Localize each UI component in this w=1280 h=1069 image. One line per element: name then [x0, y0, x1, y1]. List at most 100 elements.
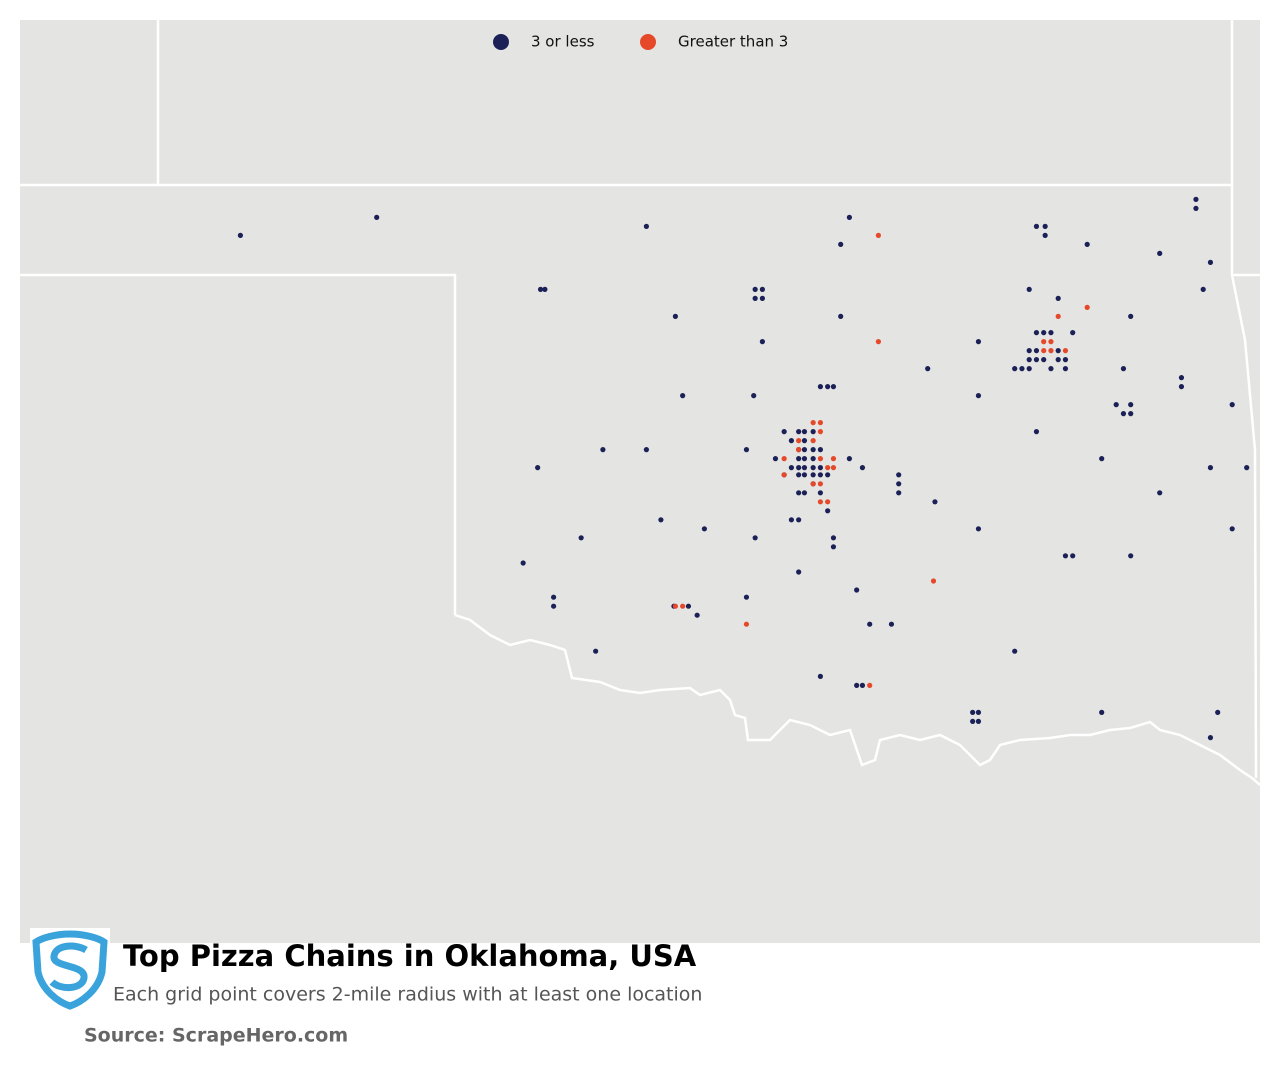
location-point	[810, 456, 816, 462]
location-point	[1099, 709, 1105, 716]
location-point	[796, 447, 802, 453]
location-point	[825, 508, 831, 514]
border	[1230, 274, 1258, 779]
location-point	[1042, 223, 1048, 229]
location-point	[810, 429, 816, 435]
location-point	[838, 313, 844, 319]
location-point	[1048, 366, 1054, 372]
location-point	[1041, 330, 1047, 336]
logo-s	[49, 942, 88, 991]
location-point	[701, 526, 708, 532]
location-point	[1048, 348, 1054, 354]
location-point	[825, 384, 831, 390]
location-point	[1193, 205, 1199, 211]
legend-marker	[493, 34, 509, 50]
location-point	[1041, 357, 1047, 363]
location-point	[743, 621, 750, 627]
location-point	[796, 472, 802, 478]
legend-marker	[640, 34, 656, 50]
location-point	[1033, 357, 1040, 363]
location-point	[1207, 735, 1214, 741]
location-point	[817, 673, 824, 680]
location-point	[817, 481, 824, 487]
location-point	[1019, 366, 1025, 372]
location-point	[801, 447, 808, 453]
location-point	[1033, 223, 1040, 229]
logo-shield	[32, 930, 108, 1010]
location-point	[578, 535, 584, 541]
location-point	[781, 429, 787, 435]
location-point	[817, 447, 824, 453]
location-point	[1157, 250, 1163, 256]
location-point	[825, 499, 831, 505]
points	[237, 196, 1250, 741]
border	[20, 273, 457, 615]
legend: 3 or less Greater than 3	[493, 33, 788, 51]
location-point	[1012, 366, 1018, 372]
location-point	[830, 384, 837, 390]
location-point	[896, 472, 902, 478]
location-point	[1062, 348, 1069, 354]
location-point	[672, 603, 679, 609]
location-point	[1033, 348, 1040, 354]
location-point	[846, 214, 853, 220]
location-point	[1215, 709, 1221, 716]
location-point	[1244, 465, 1250, 471]
location-point	[896, 490, 902, 496]
location-point	[896, 481, 902, 487]
location-point	[801, 472, 808, 478]
location-point	[237, 232, 243, 238]
legend-label: Greater than 3	[678, 33, 788, 51]
location-point	[925, 366, 931, 372]
location-point	[830, 465, 837, 471]
location-point	[658, 517, 664, 523]
location-point	[830, 456, 837, 462]
location-point	[1229, 402, 1235, 408]
location-point	[1055, 357, 1061, 363]
location-point	[1026, 357, 1032, 363]
location-point	[859, 465, 866, 471]
location-point	[854, 682, 860, 689]
location-point	[1128, 313, 1134, 319]
location-point	[551, 603, 557, 609]
location-point	[801, 465, 808, 471]
location-point	[1128, 402, 1134, 408]
location-point	[796, 429, 802, 435]
location-point	[801, 438, 808, 444]
location-point	[759, 339, 766, 345]
location-point	[772, 456, 779, 462]
location-point	[830, 535, 837, 541]
location-point	[796, 569, 802, 575]
location-point	[975, 526, 982, 532]
location-point	[975, 339, 982, 345]
location-point	[1012, 648, 1018, 654]
location-point	[817, 429, 824, 435]
location-point	[846, 456, 853, 462]
location-point	[875, 232, 882, 238]
location-point	[1070, 553, 1076, 559]
location-point	[932, 499, 938, 505]
title: Top Pizza Chains in Oklahoma, USA	[123, 939, 697, 973]
location-point	[1055, 348, 1061, 354]
source: Source: ScrapeHero.com	[84, 1025, 348, 1047]
location-point	[643, 223, 650, 229]
location-point	[796, 456, 802, 462]
location-point	[1041, 339, 1047, 345]
state-borders	[20, 20, 1261, 786]
location-point	[810, 438, 816, 444]
location-point	[810, 481, 816, 487]
location-point	[1128, 411, 1134, 417]
location-point	[810, 465, 816, 471]
location-point	[830, 544, 837, 550]
location-point	[1120, 411, 1127, 417]
location-point	[1062, 366, 1069, 372]
border	[454, 613, 1261, 786]
location-point	[759, 286, 766, 292]
location-point	[970, 718, 976, 725]
location-point	[759, 295, 766, 301]
location-point	[781, 472, 787, 478]
location-point	[810, 472, 816, 478]
location-point	[817, 456, 824, 462]
location-point	[1033, 429, 1040, 435]
